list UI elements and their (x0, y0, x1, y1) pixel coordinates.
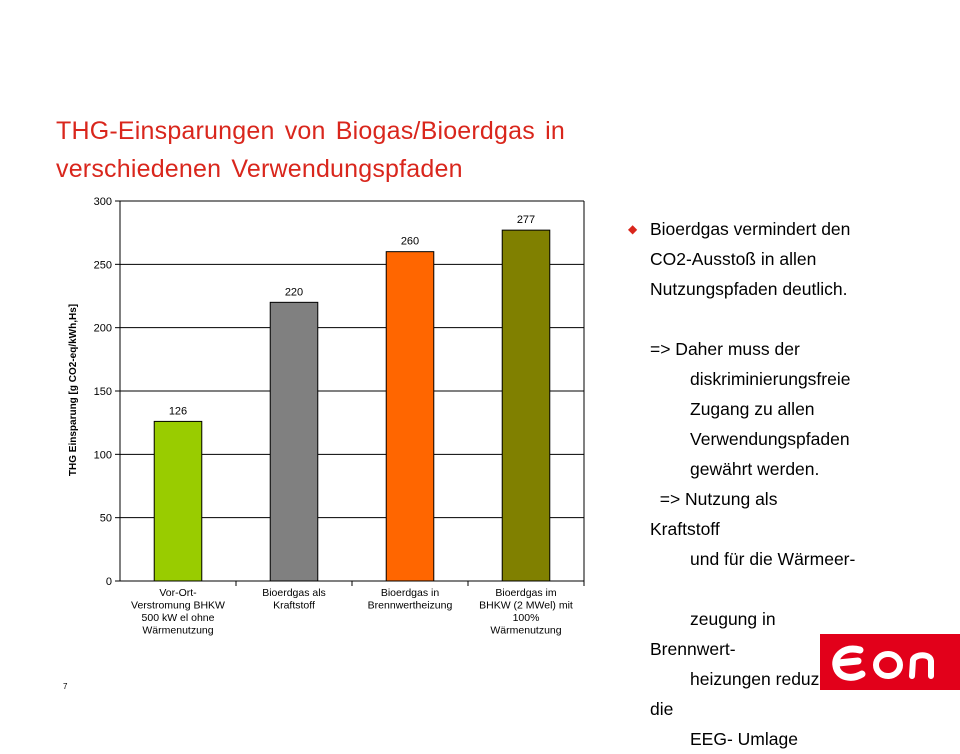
category-label-line: Bioerdgas als (262, 587, 326, 599)
y-tick-label: 50 (100, 513, 112, 525)
category-label-line: Bioerdgas im (495, 587, 557, 599)
category-label: Vor-Ort-Verstromung BHKW 500 kW el ohne Wä… (131, 587, 225, 637)
y-axis-title: THG Einsparung [g CO2-eq/kWh,Hs] (68, 304, 79, 476)
bullet-line-blank (628, 304, 948, 334)
bullet-line-3: Nutzungspfaden deutlich. (650, 279, 848, 299)
bullet-line-8: gewährt werden. (690, 459, 820, 479)
y-tick-label: 300 (94, 196, 112, 208)
bullet-line-1: ◆ Bioerdgas vermindert den (628, 214, 948, 244)
bullet-line-13: Brennwert- (650, 639, 736, 659)
y-tick-label: 200 (94, 323, 112, 335)
slide-title-line-1: THG-Einsparungen von Biogas/Bioerdgas in (56, 117, 565, 145)
slide-title: THG-Einsparungen von Biogas/Bioerdgas in… (56, 112, 756, 188)
bar (501, 229, 551, 582)
bar (385, 251, 435, 582)
data-label: 126 (169, 405, 187, 417)
bullet-line-6: Zugang zu allen (690, 399, 815, 419)
category-label-line: Brennwertheizung (368, 600, 453, 612)
bar-chart: 0 50 100 150 200 250 300 Vor-Ort-Verstromung B… (68, 196, 585, 637)
data-label: 260 (401, 236, 419, 248)
bullet-line-15: die (650, 699, 674, 719)
chart-axes (115, 200, 585, 586)
category-label-line: Wärmenutzung (490, 625, 561, 637)
bullet-line-12: zeugung in (690, 609, 776, 629)
bar (269, 301, 319, 582)
bullet-line-16: EEG- Umlage (690, 729, 798, 749)
category-label-line: Kraftstoff (273, 600, 315, 612)
bullet-line-2: CO2-Ausstoß in allen (650, 249, 817, 269)
category-label-line: 100% (513, 612, 540, 624)
category-label-line: Vor-Ort- (159, 587, 197, 599)
data-label: 220 (285, 286, 303, 298)
y-tick-label: 250 (94, 259, 112, 271)
y-tick-label: 100 (94, 449, 112, 461)
data-label: 277 (517, 214, 535, 226)
category-label-line: 500 kW el ohne (142, 612, 215, 624)
bullet-line-blank-2 (628, 574, 948, 604)
eon-logo-icon (820, 634, 960, 690)
y-tick-label: 150 (94, 386, 112, 398)
bullet-line-7: Verwendungspfaden (690, 429, 850, 449)
bullet-line-14: heizungen reduziert (690, 669, 844, 689)
category-label-line: Wärmenutzung (142, 625, 213, 637)
page-number: 7 (63, 682, 68, 691)
bullet-line-10: Kraftstoff (650, 519, 720, 539)
chart-y-tick-labels: 0 50 100 150 200 250 300 (94, 196, 112, 588)
category-label: Bioerdgas in Brennwertheizung (368, 587, 453, 612)
chart-category-labels: Vor-Ort-Verstromung BHKW 500 kW el ohne Wä… (131, 587, 573, 637)
category-label-line: Verstromung BHKW (131, 600, 225, 612)
bullet-line-4: => Daher muss der (650, 339, 800, 359)
category-label: Bioerdgas im BHKW (2 MWel) mit 100% Wärmenu… (479, 587, 573, 637)
slide-title-line-2: verschiedenen Verwendungspfaden (56, 155, 463, 183)
bullet-line-9: => Nutzung als (650, 489, 778, 509)
chart-bars (153, 229, 551, 582)
chart-data-labels: 126 220 260 277 (169, 214, 535, 417)
bullet-dot-icon: ◆ (628, 222, 638, 236)
category-label: Bioerdgas als Kraftstoff (262, 587, 326, 612)
y-tick-label: 0 (106, 576, 112, 588)
bullet-line-11: und für die Wärmeer- (690, 549, 856, 569)
bar (153, 420, 203, 582)
bullet-line-1-text: Bioerdgas vermindert den (650, 219, 851, 239)
category-label-line: Bioerdgas in (381, 587, 440, 599)
bullet-line-5: diskriminierungsfreie (690, 369, 851, 389)
category-label-line: BHKW (2 MWel) mit (479, 600, 573, 612)
